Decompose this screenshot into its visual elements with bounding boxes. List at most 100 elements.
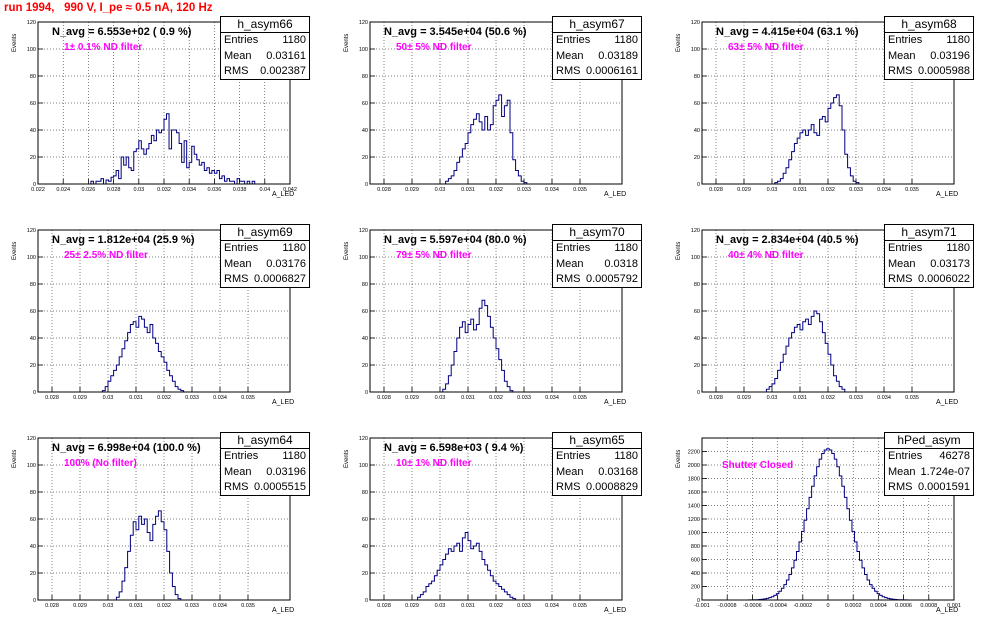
- stats-row-rms: RMS 0.0005515: [221, 480, 309, 496]
- y-tick-label: 0: [33, 390, 36, 396]
- x-tick-label: 0.033: [185, 603, 199, 609]
- x-tick-label: 0.03: [767, 187, 778, 193]
- y-tick-label: 100: [691, 47, 700, 53]
- x-tick-label: 0.022: [31, 187, 45, 193]
- x-tick-label: 0.034: [545, 395, 559, 401]
- stats-box: h_asym65 Entries 1180 Mean 0.03168 RMS 0.00088…: [552, 432, 642, 496]
- filter-label: 40± 4% ND filter: [728, 250, 804, 261]
- stats-value-mean: 0.03196: [266, 465, 306, 478]
- x-tick-label: 0: [826, 603, 829, 609]
- x-tick-label: 0.03: [435, 395, 446, 401]
- stats-row-mean: Mean 0.0318: [553, 257, 641, 273]
- stats-box: h_asym64 Entries 1180 Mean 0.03196 RMS 0.00055…: [220, 432, 310, 496]
- x-tick-label: 0.038: [233, 187, 247, 193]
- stats-row-mean: Mean 0.03161: [221, 49, 309, 65]
- y-tick-label: 100: [27, 463, 36, 469]
- stats-value-entries: 1180: [946, 242, 970, 254]
- x-tick-label: 0.031: [793, 395, 807, 401]
- stats-row-rms: RMS 0.0006022: [885, 272, 973, 288]
- stats-key: Mean: [888, 49, 916, 62]
- stats-value-entries: 1180: [614, 34, 638, 46]
- stats-key: Entries: [888, 34, 923, 46]
- stats-value-entries: 1180: [614, 242, 638, 254]
- stats-value-mean: 1.724e-07: [920, 465, 970, 478]
- stats-title: h_asym69: [221, 225, 309, 241]
- y-axis-label: Events: [12, 241, 18, 260]
- stats-value-mean: 0.03173: [930, 257, 970, 270]
- y-tick-label: 2200: [688, 450, 700, 456]
- y-tick-label: 100: [691, 255, 700, 261]
- x-tick-label: 0.035: [905, 187, 919, 193]
- stats-value-mean: 0.0318: [604, 257, 638, 270]
- stats-title: h_asym65: [553, 433, 641, 449]
- y-tick-label: 0: [365, 182, 368, 188]
- x-axis-label: A_LED: [604, 191, 627, 198]
- histogram-series: [445, 94, 528, 184]
- y-tick-label: 0: [697, 598, 700, 604]
- stats-box: h_asym67 Entries 1180 Mean 0.03189 RMS 0.00061…: [552, 16, 642, 80]
- x-tick-label: 0.031: [793, 187, 807, 193]
- stats-value-rms: 0.0006161: [586, 65, 638, 77]
- y-tick-label: 120: [691, 20, 700, 26]
- y-tick-label: 40: [30, 128, 36, 134]
- stats-row-entries: Entries 1180: [221, 449, 309, 465]
- stats-title: h_asym66: [221, 17, 309, 33]
- y-tick-label: 40: [362, 336, 368, 342]
- stats-row-entries: Entries 1180: [553, 449, 641, 465]
- stats-value-entries: 1180: [282, 34, 306, 46]
- y-tick-label: 1200: [688, 517, 700, 523]
- stats-row-mean: Mean 0.03189: [553, 49, 641, 65]
- stats-row-rms: RMS 0.0006161: [553, 64, 641, 80]
- histogram-series: [743, 448, 911, 601]
- y-tick-label: 100: [27, 47, 36, 53]
- y-axis-label: Events: [12, 33, 18, 52]
- stats-row-entries: Entries 46278: [885, 449, 973, 465]
- x-tick-label: 0.032: [489, 187, 503, 193]
- stats-row-mean: Mean 0.03168: [553, 465, 641, 481]
- x-tick-label: 0.028: [709, 395, 723, 401]
- y-axis-label: Events: [12, 449, 18, 468]
- y-tick-label: 1800: [688, 477, 700, 483]
- histogram-series: [101, 315, 185, 392]
- y-tick-label: 60: [30, 309, 36, 315]
- y-tick-label: 100: [27, 255, 36, 261]
- x-tick-label: 0.036: [208, 187, 222, 193]
- x-tick-label: 0.034: [545, 187, 559, 193]
- y-tick-label: 0: [697, 182, 700, 188]
- stats-title: h_asym64: [221, 433, 309, 449]
- y-tick-label: 120: [359, 20, 368, 26]
- x-tick-label: 0.029: [405, 603, 419, 609]
- stats-row-rms: RMS 0.0006827: [221, 272, 309, 288]
- x-tick-label: 0.029: [405, 395, 419, 401]
- stats-key: Mean: [556, 49, 584, 62]
- x-tick-label: 0.035: [573, 187, 587, 193]
- x-tick-label: 0.032: [821, 395, 835, 401]
- y-tick-label: 20: [362, 363, 368, 369]
- x-tick-label: 0.032: [489, 603, 503, 609]
- n-avg-label: N_avg = 6.998e+04 (100.0 %): [52, 442, 201, 454]
- y-tick-label: 120: [27, 228, 36, 234]
- x-tick-label: 0.032: [157, 603, 171, 609]
- y-tick-label: 20: [30, 571, 36, 577]
- histogram-series: [90, 113, 256, 185]
- x-tick-label: 0.031: [461, 603, 475, 609]
- x-tick-label: 0.032: [821, 187, 835, 193]
- x-tick-label: 0.033: [517, 603, 531, 609]
- stats-value-mean: 0.03168: [598, 465, 638, 478]
- y-tick-label: 20: [694, 363, 700, 369]
- stats-key: Mean: [888, 465, 916, 478]
- x-tick-label: 0.033: [849, 187, 863, 193]
- filter-label: 79± 5% ND filter: [396, 250, 472, 261]
- stats-title: h_asym70: [553, 225, 641, 241]
- y-tick-label: 60: [362, 309, 368, 315]
- y-tick-label: 800: [691, 544, 700, 550]
- x-tick-label: 0.031: [461, 395, 475, 401]
- x-axis-label: A_LED: [272, 191, 295, 198]
- y-tick-label: 80: [30, 282, 36, 288]
- stats-key: RMS: [556, 481, 581, 493]
- y-tick-label: 80: [362, 74, 368, 80]
- x-tick-label: -0.0006: [743, 603, 762, 609]
- histogram-plot: 0.028 0.029 0.03 0.031 0.032 0.033 0.034 0.035 0…: [359, 228, 623, 401]
- histogram-series: [774, 94, 860, 184]
- stats-row-mean: Mean 0.03196: [885, 49, 973, 65]
